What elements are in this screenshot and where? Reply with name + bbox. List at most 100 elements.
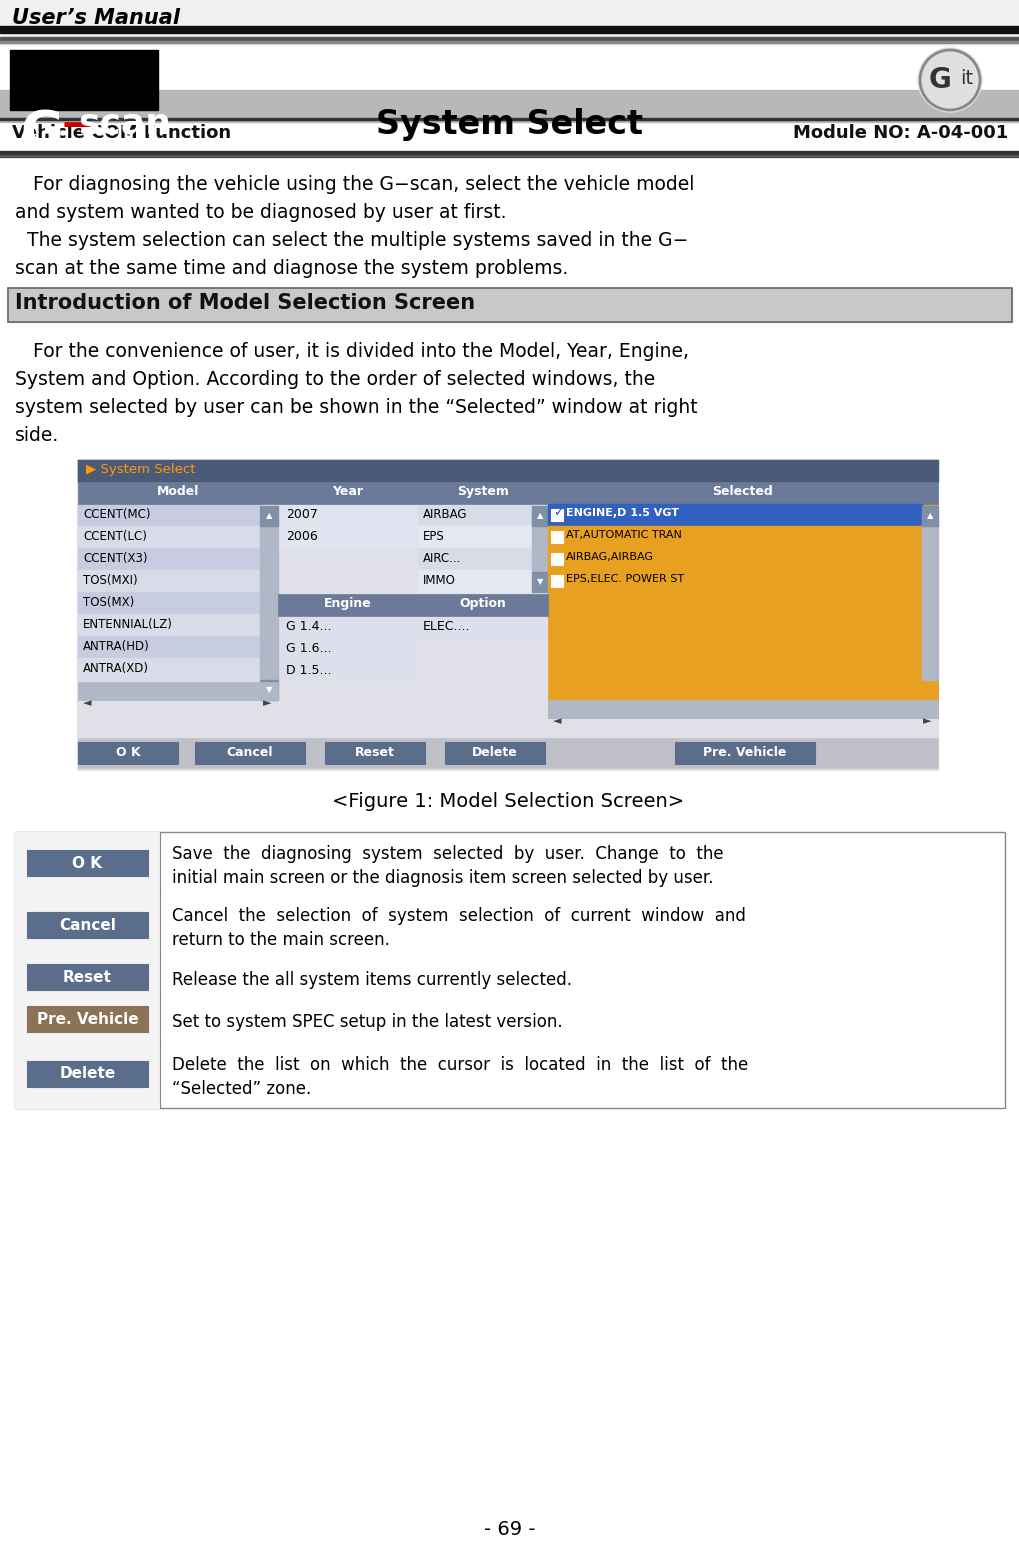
Text: ELEC....: ELEC....	[423, 620, 470, 632]
Bar	[550, 530, 562, 543]
Bar	[77, 504, 278, 700]
Text: ✓: ✓	[552, 507, 562, 519]
Bar	[278, 638, 418, 660]
Text: Selected: Selected	[712, 485, 772, 498]
Text: Delete: Delete	[472, 747, 518, 759]
Text: CCENT(X3): CCENT(X3)	[83, 552, 148, 564]
Bar	[278, 594, 418, 615]
Text: 2006: 2006	[285, 530, 318, 543]
Text: scan at the same time and diagnose the system problems.: scan at the same time and diagnose the s…	[15, 260, 568, 278]
Bar	[418, 482, 547, 504]
Bar	[26, 965, 148, 989]
Text: side.: side.	[15, 427, 59, 445]
Text: ▼: ▼	[266, 685, 272, 694]
Text: Model: Model	[157, 485, 199, 498]
Bar	[550, 575, 562, 587]
Bar	[15, 1040, 1004, 1108]
Bar	[77, 737, 937, 768]
Bar	[0, 152, 1019, 155]
Bar	[77, 635, 260, 659]
Text: ▲: ▲	[266, 512, 272, 521]
Text: ▶ System Select: ▶ System Select	[86, 462, 196, 476]
Bar	[26, 912, 148, 938]
Text: G: G	[927, 66, 951, 94]
Text: CCENT(LC): CCENT(LC)	[83, 530, 147, 543]
Bar	[260, 524, 278, 680]
Text: - 69 -: - 69 -	[484, 1520, 535, 1538]
Bar	[77, 482, 278, 504]
Bar	[15, 955, 1004, 999]
Bar	[547, 504, 937, 717]
Text: O K: O K	[72, 855, 102, 870]
Bar	[278, 526, 418, 547]
Text: For diagnosing the vehicle using the G−scan, select the vehicle model: For diagnosing the vehicle using the G−s…	[15, 175, 694, 193]
Text: ▼: ▼	[536, 578, 543, 586]
Text: <Figure 1: Model Selection Screen>: <Figure 1: Model Selection Screen>	[331, 792, 684, 812]
Text: initial main screen or the diagnosis item screen selected by user.: initial main screen or the diagnosis ite…	[172, 869, 713, 887]
Text: TOS(MX): TOS(MX)	[83, 597, 135, 609]
Text: return to the main screen.: return to the main screen.	[172, 931, 389, 949]
Bar	[77, 570, 260, 592]
Text: The system selection can select the multiple systems saved in the G−: The system selection can select the mult…	[15, 230, 688, 250]
Text: “Selected” zone.: “Selected” zone.	[172, 1081, 311, 1098]
Text: G 1.6...: G 1.6...	[285, 642, 331, 656]
Text: Cancel: Cancel	[59, 917, 116, 932]
Text: it: it	[959, 68, 972, 88]
Text: Year: Year	[332, 485, 363, 498]
Bar	[15, 1040, 160, 1108]
Text: Save  the  diagnosing  system  selected  by  user.  Change  to  the: Save the diagnosing system selected by u…	[172, 846, 722, 863]
Text: System: System	[457, 485, 508, 498]
Text: AT,AUTOMATIC TRAN: AT,AUTOMATIC TRAN	[566, 530, 682, 540]
Text: G 1.4...: G 1.4...	[285, 620, 331, 632]
Bar	[418, 504, 547, 592]
Bar	[8, 288, 1011, 322]
Text: For the convenience of user, it is divided into the Model, Year, Engine,: For the convenience of user, it is divid…	[15, 342, 688, 362]
Bar	[278, 482, 418, 504]
Text: IMMO: IMMO	[423, 574, 455, 587]
Bar	[26, 1006, 148, 1033]
Text: Release the all system items currently selected.: Release the all system items currently s…	[172, 971, 572, 989]
Text: Module NO: A‑04‑001: Module NO: A‑04‑001	[792, 124, 1007, 142]
Bar	[8, 288, 1011, 322]
Text: CCENT(MC): CCENT(MC)	[83, 509, 151, 521]
Text: ENGINE,D 1.5 VGT: ENGINE,D 1.5 VGT	[566, 509, 679, 518]
Text: EPS,ELEC. POWER ST: EPS,ELEC. POWER ST	[566, 574, 684, 584]
Bar	[15, 999, 160, 1040]
Bar	[15, 999, 1004, 1040]
Bar	[325, 742, 425, 764]
Text: ANTRA(XD): ANTRA(XD)	[83, 662, 149, 676]
Text: scan: scan	[77, 107, 171, 141]
Bar	[260, 680, 278, 700]
Bar	[0, 37, 1019, 40]
Bar	[418, 594, 547, 615]
Bar	[77, 742, 178, 764]
Bar	[675, 742, 814, 764]
Bar	[15, 832, 1004, 1108]
Bar	[547, 526, 921, 547]
Text: System and Option. According to the order of selected windows, the: System and Option. According to the orde…	[15, 369, 654, 390]
Bar	[278, 615, 418, 638]
Bar	[418, 504, 532, 526]
Bar	[10, 49, 158, 110]
Text: Option: Option	[460, 597, 506, 611]
Text: Reset: Reset	[63, 969, 112, 985]
Bar	[77, 614, 260, 635]
Bar	[278, 504, 418, 592]
Bar	[418, 570, 532, 592]
Text: Pre. Vehicle: Pre. Vehicle	[37, 1011, 139, 1027]
Text: Cancel  the  selection  of  system  selection  of  current  window  and: Cancel the selection of system selection…	[172, 908, 745, 925]
Bar	[547, 700, 937, 717]
Bar	[532, 506, 547, 526]
Bar	[532, 524, 547, 572]
Bar	[26, 850, 148, 877]
Text: ▲: ▲	[536, 512, 543, 521]
Bar	[278, 615, 418, 693]
Bar	[260, 506, 278, 526]
Text: ◄: ◄	[83, 697, 92, 708]
Text: ►: ►	[922, 716, 930, 727]
Text: Delete: Delete	[59, 1067, 115, 1082]
Bar	[547, 504, 921, 526]
Bar	[418, 547, 532, 570]
Bar	[0, 90, 1019, 122]
Bar	[77, 461, 937, 482]
